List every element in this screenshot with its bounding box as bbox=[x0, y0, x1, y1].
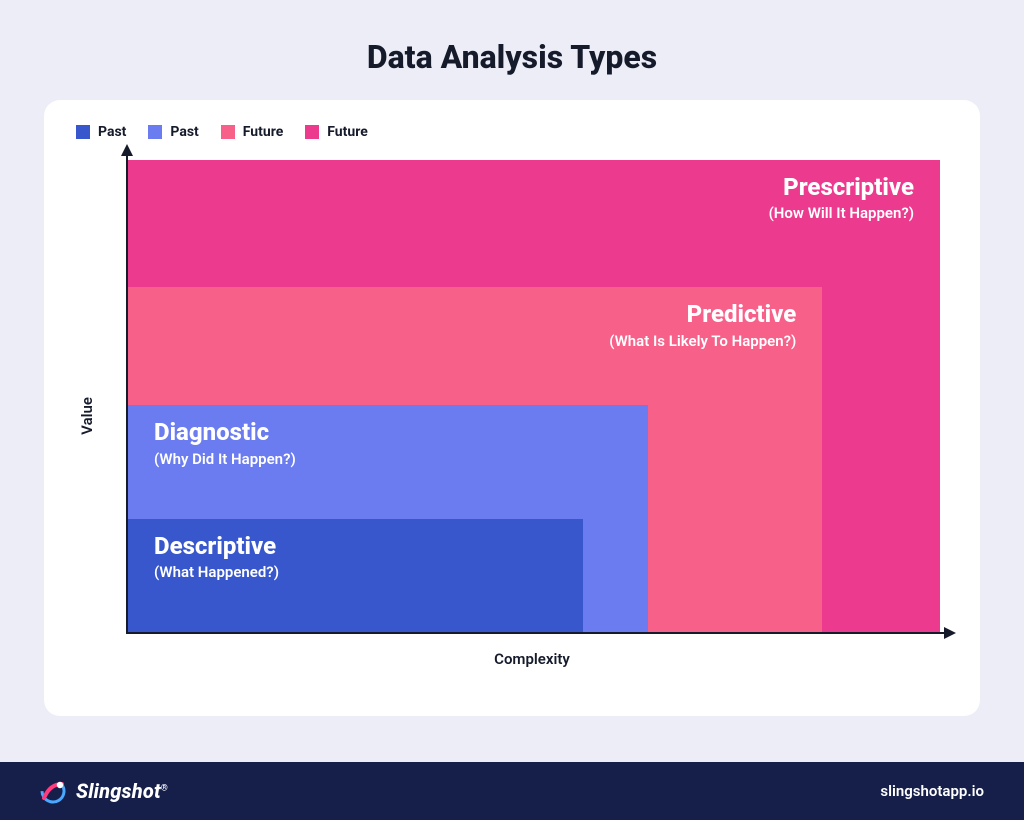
footer: Slingshot® slingshotapp.io bbox=[0, 762, 1024, 820]
layer-title: Prescriptive bbox=[769, 174, 914, 200]
y-axis-label: Value bbox=[72, 397, 96, 435]
legend-swatch bbox=[76, 125, 90, 139]
legend-swatch bbox=[221, 125, 235, 139]
legend-label: Future bbox=[243, 124, 284, 140]
layer-title: Predictive bbox=[609, 301, 796, 327]
legend-item-future-2: Future bbox=[305, 124, 368, 140]
legend-swatch bbox=[305, 125, 319, 139]
legend-item-past-1: Past bbox=[76, 124, 126, 140]
legend: Past Past Future Future bbox=[76, 124, 952, 140]
plot: Prescriptive (How Will It Happen?) Predi… bbox=[96, 156, 952, 676]
layer-subtitle: (What Happened?) bbox=[154, 563, 583, 581]
brand: Slingshot® bbox=[40, 778, 168, 804]
plot-wrap: Value Prescriptive (How Will It Happen?)… bbox=[72, 156, 952, 676]
x-axis bbox=[126, 632, 946, 634]
page-title: Data Analysis Types bbox=[0, 38, 1024, 76]
layer-title: Diagnostic bbox=[154, 419, 648, 445]
legend-label: Past bbox=[170, 124, 198, 140]
layer-subtitle: (How Will It Happen?) bbox=[769, 204, 914, 222]
slingshot-logo-icon bbox=[40, 778, 66, 804]
legend-item-past-2: Past bbox=[148, 124, 198, 140]
plot-area: Prescriptive (How Will It Happen?) Predi… bbox=[126, 162, 938, 634]
layer-subtitle: (What Is Likely To Happen?) bbox=[609, 332, 796, 350]
legend-swatch bbox=[148, 125, 162, 139]
brand-name: Slingshot® bbox=[76, 779, 168, 803]
legend-label: Future bbox=[327, 124, 368, 140]
footer-url: slingshotapp.io bbox=[880, 782, 984, 800]
layer-subtitle: (Why Did It Happen?) bbox=[154, 450, 648, 468]
layer-title: Descriptive bbox=[154, 533, 583, 559]
chart-card: Past Past Future Future Value Prescripti… bbox=[44, 100, 980, 716]
legend-item-future-1: Future bbox=[221, 124, 284, 140]
layer-descriptive: Descriptive (What Happened?) bbox=[128, 519, 583, 632]
x-axis-label: Complexity bbox=[126, 650, 938, 668]
legend-label: Past bbox=[98, 124, 126, 140]
